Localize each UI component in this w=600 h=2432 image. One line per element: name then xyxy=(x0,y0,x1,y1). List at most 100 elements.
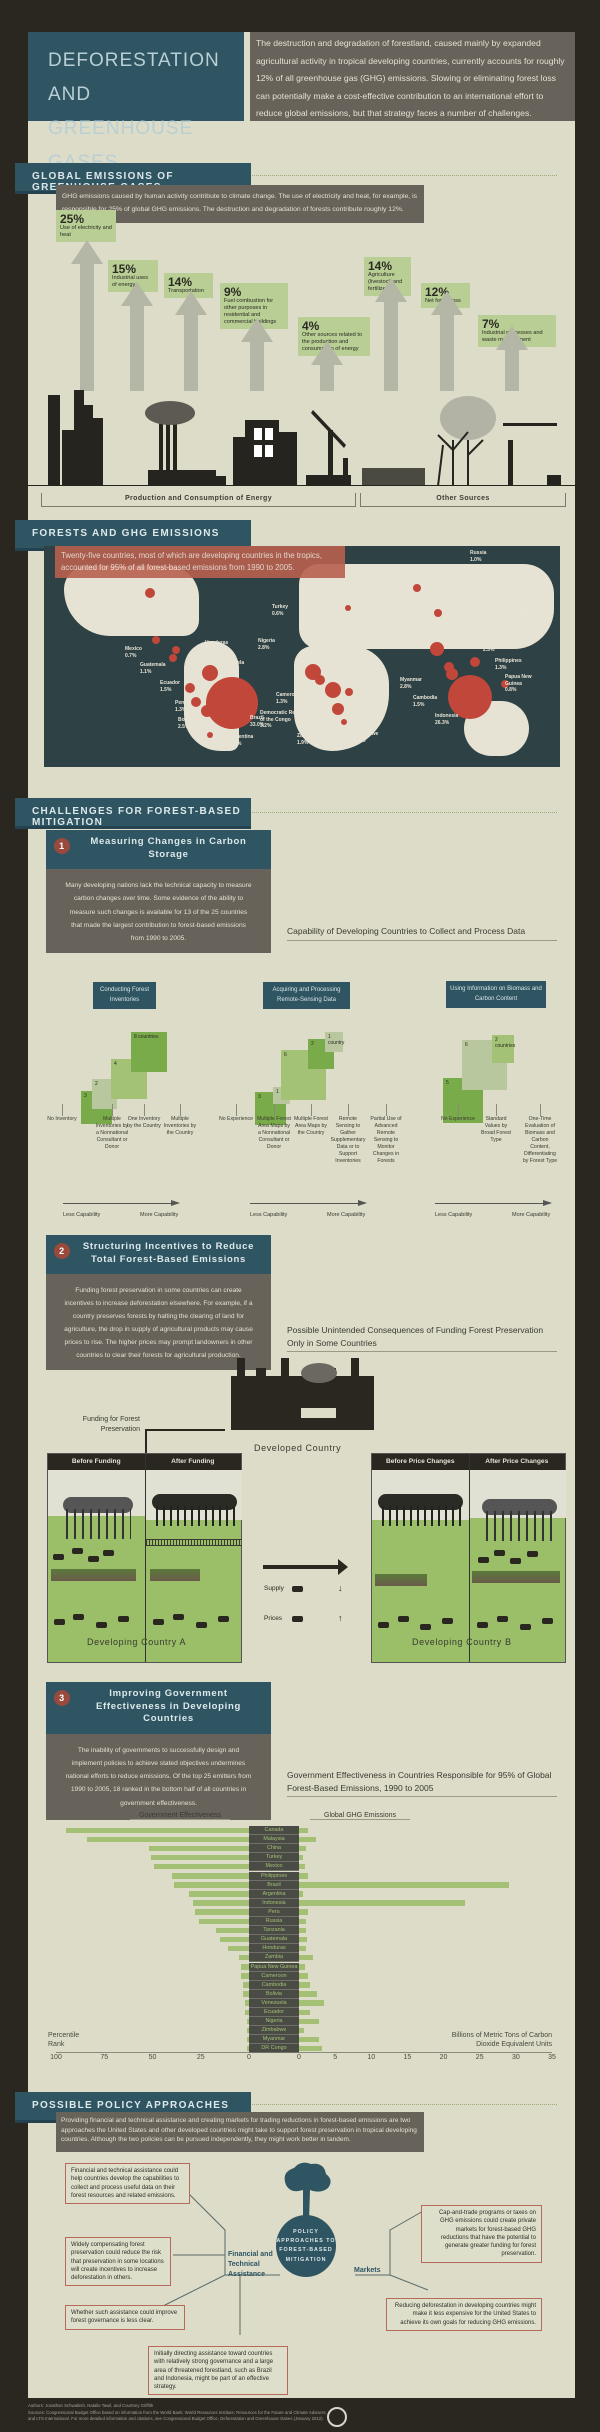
ghg-emissions-bar xyxy=(299,1973,309,1979)
leader-line xyxy=(236,1104,237,1116)
arrow-up-icon xyxy=(375,278,407,391)
map-marker-dot xyxy=(315,675,325,685)
emission-pct: 14% xyxy=(368,259,393,273)
country-pct: 1.3% xyxy=(175,706,187,713)
country-name-cell: Malaysia xyxy=(249,1835,299,1845)
emission-pct: 15% xyxy=(112,262,137,276)
capability-level-label: No Experience xyxy=(218,1116,254,1122)
emission-label: Use of electricity and heat xyxy=(60,225,112,238)
leader-line xyxy=(386,1104,387,1116)
leader-line xyxy=(112,1104,113,1116)
ghg-emissions-bar xyxy=(299,1900,466,1906)
gov-effectiveness-header: Government Effectiveness xyxy=(130,1812,230,1820)
axis-tick-label: 25 xyxy=(196,2054,205,2061)
arrow-up-icon xyxy=(241,318,273,391)
map-marker-dot xyxy=(470,657,480,667)
emission-pct: 9% xyxy=(224,285,242,299)
left-axis xyxy=(56,2052,249,2053)
country-pct: 3.2% xyxy=(260,723,272,729)
map-marker-dot xyxy=(207,732,213,738)
map-country-label: Argentina 0.6% xyxy=(230,734,270,747)
map-marker-dot xyxy=(448,675,492,719)
map-country-label: Democratic Republic of the Congo 3.2% xyxy=(260,710,315,730)
developed-country-label: Developed Country xyxy=(254,1443,342,1453)
country-name-cell: Peru xyxy=(249,1907,299,1917)
gov-effectiveness-bar xyxy=(154,1863,249,1870)
cattle-icon xyxy=(292,1586,303,1592)
country-name: Democratic Republic of the Congo xyxy=(260,710,310,723)
map-marker-dot xyxy=(206,677,258,729)
country-pct: 2.5% xyxy=(483,646,495,653)
map-marker-dot xyxy=(191,697,201,707)
country-name: Brazil xyxy=(250,715,264,721)
country-name: Bolivia xyxy=(178,717,195,723)
world-map xyxy=(44,546,560,767)
country-pct: 0.7% xyxy=(125,652,137,659)
country-name-cell: Bolivia xyxy=(249,1989,299,1999)
country-name: Mexico xyxy=(125,646,142,652)
capability-level-label: Remote Sensing to Gather Supplementary D… xyxy=(330,1116,366,1164)
axis-tick-label: 10 xyxy=(367,2054,376,2061)
country-name: Ecuador xyxy=(160,680,181,686)
map-country-label: Zambia 1.9% xyxy=(297,733,337,746)
less-capability-label: Less Capability xyxy=(435,1212,473,1218)
more-capability-label: More Capability xyxy=(512,1212,551,1218)
map-country-label: Brazil 33.0% xyxy=(250,715,290,728)
country-name-cell: Brazil xyxy=(249,1880,299,1890)
policy-note: Providing financial and technical assist… xyxy=(56,2112,424,2152)
map-country-label: Indonesia 26.3% xyxy=(435,713,475,726)
bracket-other-sources: Other Sources xyxy=(360,493,566,507)
country-name-cell: Papua New Guinea xyxy=(249,1962,299,1972)
footer: Authors: Jonathan Schwabish, Natalie Taw… xyxy=(28,2403,328,2423)
ghg-emissions-bar xyxy=(299,2009,310,2015)
effectiveness-chart-title: Government Effectiveness in Countries Re… xyxy=(287,1769,557,1797)
arrow-up-icon xyxy=(431,291,463,391)
map-country-label: Tanzania 0.9% xyxy=(361,695,401,708)
map-country-label: Peru 1.3% xyxy=(175,700,215,713)
divider xyxy=(252,2104,557,2105)
capability-arrow-icon xyxy=(250,1200,367,1206)
divider xyxy=(252,175,557,176)
ghg-emissions-bar xyxy=(299,1854,304,1861)
policy-box-fin4: Initially directing assistance toward co… xyxy=(148,2346,288,2396)
axis-tick-label: 100 xyxy=(50,2054,62,2061)
map-marker-dot xyxy=(152,636,160,644)
arrow-right-icon xyxy=(263,1565,343,1569)
axis-tick-label: 50 xyxy=(148,2054,157,2061)
country-a-label: Developing Country A xyxy=(87,1637,187,1647)
capability-category-tag: Acquiring and Processing Remote-Sensing … xyxy=(263,982,350,1009)
country-name: Nigeria xyxy=(258,638,275,644)
country-name-cell: Argentina xyxy=(249,1889,299,1899)
country-name: Canada xyxy=(100,608,119,614)
axis-tick-label: 75 xyxy=(100,2054,109,2061)
country-pct: 1.0% xyxy=(515,613,527,620)
gov-effectiveness-bar xyxy=(243,1982,249,1988)
consequences-chart-title: Possible Unintended Consequences of Fund… xyxy=(287,1324,557,1352)
arrow-up-icon xyxy=(71,240,103,391)
map-marker-dot xyxy=(444,662,454,672)
map-marker-dot xyxy=(202,665,218,681)
policy-box-fin2: Widely compensating forest preservation … xyxy=(65,2237,171,2287)
country-name: China xyxy=(515,607,529,613)
down-arrow-icon: ↓ xyxy=(338,1583,343,1593)
country-name: Zimbabwe xyxy=(354,731,379,737)
country-pct: 0.6% xyxy=(230,740,242,747)
country-name: Russia xyxy=(470,550,487,556)
map-country-label: Cambodia 1.5% xyxy=(413,695,453,708)
map-country-label: Zimbabwe 0.7% xyxy=(354,731,394,744)
emission-pct: 7% xyxy=(482,317,500,331)
country-name: Papua New Guinea xyxy=(505,674,532,687)
country-name-cell: China xyxy=(249,1844,299,1854)
challenge-3-title: Improving Government Effectiveness in De… xyxy=(95,1688,242,1724)
map-marker-dot xyxy=(145,588,155,598)
country-name-cell: Russia xyxy=(249,1917,299,1926)
capability-level-label: Standard Values by Broad Forest Type xyxy=(481,1116,511,1143)
country-name-cell: Honduras xyxy=(249,1944,299,1954)
up-arrow-icon: ↑ xyxy=(338,1613,343,1623)
country-pct: 0.7% xyxy=(354,737,366,744)
gov-effectiveness-bar xyxy=(189,1891,249,1897)
map-marker-dot xyxy=(434,609,442,617)
country-pct: 2.8% xyxy=(400,683,412,690)
emission-source-box: 25% Use of electricity and heat xyxy=(56,210,116,242)
ghg-emissions-bar xyxy=(299,1936,307,1943)
